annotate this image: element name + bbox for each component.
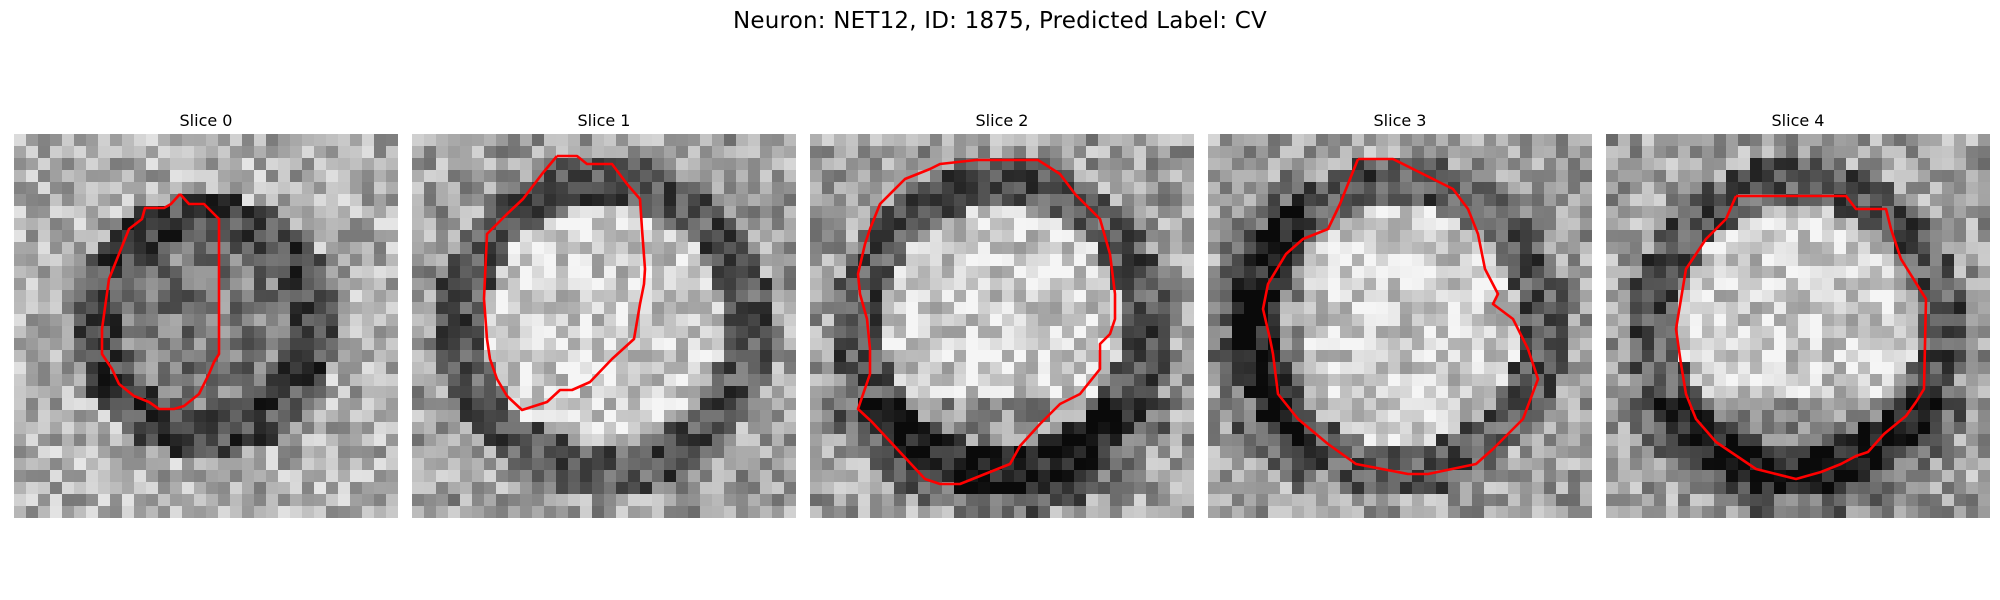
slice-image-4 [1606, 134, 1990, 518]
slice-panel-4: Slice 4 [1606, 108, 1990, 518]
slice-image-0 [14, 134, 398, 518]
contour-1 [482, 154, 647, 412]
pixel-grid-4 [1606, 134, 1990, 518]
contour-2 [856, 158, 1117, 486]
figure-title: Neuron: NET12, ID: 1875, Predicted Label… [733, 8, 1267, 34]
slice-image-1 [412, 134, 796, 518]
pixel-grid-1 [412, 134, 796, 518]
slice-title-3: Slice 3 [1373, 111, 1427, 130]
contour-3 [1261, 157, 1540, 476]
slice-image-3 [1208, 134, 1592, 518]
slice-panel-2: Slice 2 [810, 108, 1194, 518]
contour-4 [1674, 194, 1928, 481]
slice-title-4: Slice 4 [1771, 111, 1825, 130]
pixel-grid-3 [1208, 134, 1592, 518]
pixel-grid-0 [14, 134, 398, 518]
slice-panel-3: Slice 3 [1208, 108, 1592, 518]
slice-image-2 [810, 134, 1194, 518]
slice-title-1: Slice 1 [577, 111, 631, 130]
slice-title-2: Slice 2 [975, 111, 1029, 130]
slice-panel-1: Slice 1 [412, 108, 796, 518]
slice-title-0: Slice 0 [179, 111, 233, 130]
contour-0 [100, 193, 221, 411]
slice-panel-0: Slice 0 [14, 108, 398, 518]
pixel-grid-2 [810, 134, 1194, 518]
